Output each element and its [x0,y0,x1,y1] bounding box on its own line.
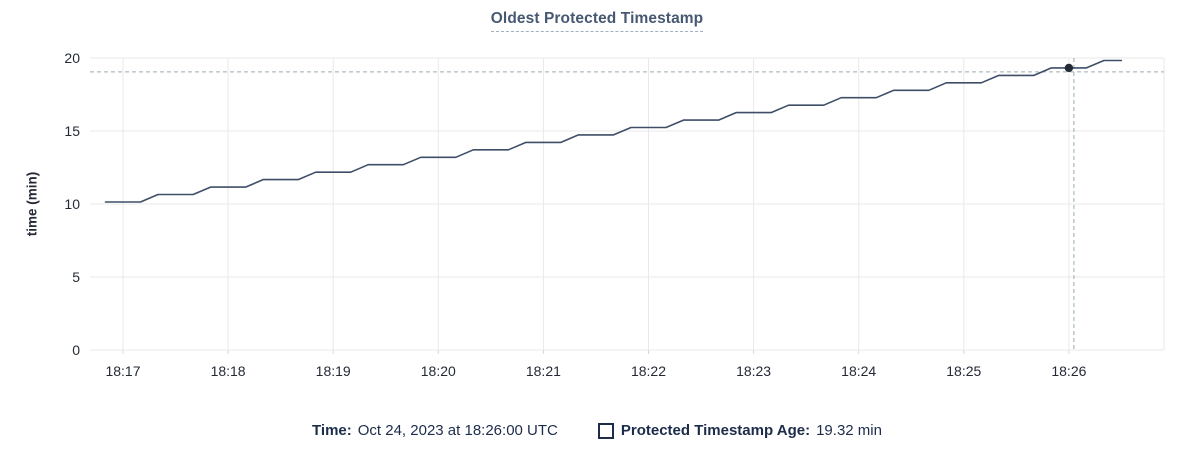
x-tick-label: 18:22 [630,363,667,379]
x-tick-label: 18:24 [841,363,877,379]
chart-title[interactable]: Oldest Protected Timestamp [490,10,704,32]
y-tick-label: 10 [64,196,80,212]
hover-legend: Time: Oct 24, 2023 at 18:26:00 UTC Protec… [0,422,1194,439]
hover-time-value: Oct 24, 2023 at 18:26:00 UTC [357,422,558,439]
series-name-label: Protected Timestamp Age: [620,422,811,439]
y-tick-label: 15 [64,123,80,139]
x-tick-label: 18:19 [315,363,351,379]
x-tick-label: 18:26 [1051,363,1087,379]
x-tick-label: 18:17 [105,363,141,379]
chart-title-row: Oldest Protected Timestamp [0,10,1194,32]
series-checkbox-icon[interactable] [597,422,614,439]
legend-series-toggle[interactable]: Protected Timestamp Age: 19.32 min [597,422,882,439]
hover-time-label: Time: [312,422,352,439]
series-hover-value: 19.32 min [816,422,882,439]
y-tick-label: 20 [64,50,80,66]
x-tick-label: 18:25 [946,363,982,379]
y-tick-label: 0 [72,342,80,358]
x-tick-label: 18:20 [420,363,456,379]
series-line [104,59,1123,203]
y-tick-label: 5 [72,269,80,285]
x-tick-label: 18:18 [210,363,246,379]
x-tick-label: 18:21 [525,363,561,379]
hovered-data-point[interactable] [1064,63,1074,73]
y-axis-title: time (min) [24,171,40,237]
x-tick-label: 18:23 [736,363,772,379]
hover-time-group: Time: Oct 24, 2023 at 18:26:00 UTC [312,422,558,439]
